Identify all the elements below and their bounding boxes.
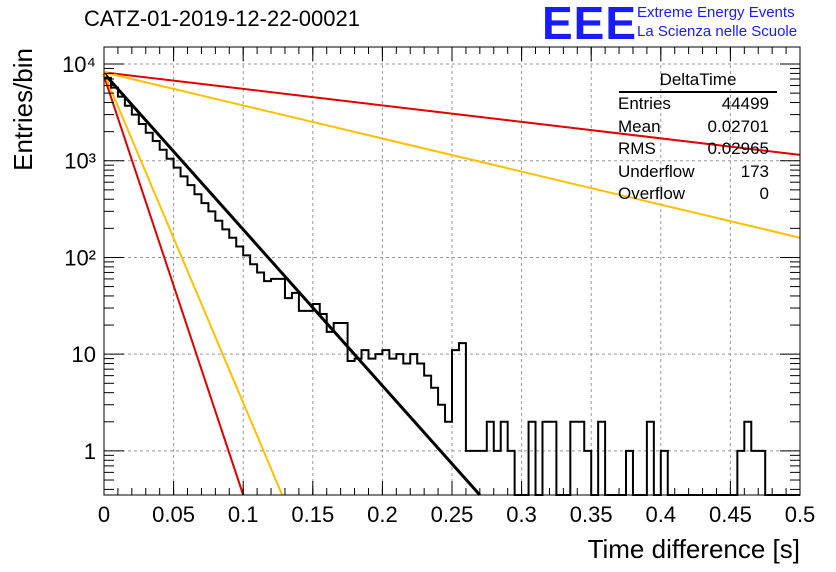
y-tick-label: 10² xyxy=(64,245,96,270)
x-tick-label: 0 xyxy=(98,502,110,527)
stats-row-underflow: Underflow 173 xyxy=(611,161,779,184)
chart-title: CATZ-01-2019-12-22-00021 xyxy=(84,6,360,31)
stats-value: 0 xyxy=(759,184,769,203)
x-tick-label: 0.5 xyxy=(785,502,816,527)
x-tick-label: 0.45 xyxy=(709,502,752,527)
histogram-outline xyxy=(104,76,800,496)
x-tick-label: 0.1 xyxy=(228,502,259,527)
x-tick-label: 0.25 xyxy=(431,502,474,527)
fit-lines xyxy=(102,71,801,496)
y-tick-label: 10³ xyxy=(64,149,96,174)
fit-line xyxy=(103,73,284,496)
eee-logo: EEE xyxy=(542,0,638,49)
axis-ticks xyxy=(103,47,801,495)
fit-line xyxy=(103,71,801,239)
fit-line xyxy=(103,75,245,496)
stats-label: Mean xyxy=(618,116,661,136)
stats-value: 0.02701 xyxy=(707,116,769,136)
stats-label: Underflow xyxy=(618,161,695,181)
y-tick-label: 10 xyxy=(72,342,96,367)
stats-label: RMS xyxy=(618,139,656,158)
stats-row-entries: Entries 44499 xyxy=(611,93,779,116)
stats-row-overflow: Overflow 0 xyxy=(611,183,779,206)
y-axis-label: Entries/bin xyxy=(8,48,38,171)
stats-title: DeltaTime xyxy=(619,70,777,93)
stats-value: 44499 xyxy=(721,94,769,113)
stats-label: Entries xyxy=(618,94,671,113)
x-tick-label: 0.05 xyxy=(152,502,195,527)
x-tick-label: 0.15 xyxy=(291,502,334,527)
x-tick-label: 0.2 xyxy=(367,502,398,527)
stats-row-mean: Mean 0.02701 xyxy=(611,116,779,139)
y-tick-label: 1 xyxy=(84,439,96,464)
histogram xyxy=(104,76,800,496)
tick-labels: 0 0.05 0.1 0.15 0.2 0.25 0.3 0.35 0.4 0.45 0.5 1 10 1… xyxy=(62,52,815,527)
x-tick-label: 0.35 xyxy=(570,502,613,527)
logo-caption-line1: Extreme Energy Events xyxy=(637,4,795,21)
x-tick-label: 0.3 xyxy=(506,502,537,527)
stats-value: 173 xyxy=(740,161,769,181)
fit-line xyxy=(103,71,801,156)
stats-box: DeltaTime Entries 44499 Mean 0.02701 RMS… xyxy=(611,70,779,206)
x-axis-label: Time difference [s] xyxy=(588,534,800,564)
stats-row-rms: RMS 0.02965 xyxy=(611,138,779,161)
fit-line xyxy=(102,72,481,496)
stats-value: 0.02965 xyxy=(707,139,769,158)
logo-caption-line2: La Scienza nelle Scuole xyxy=(637,23,798,40)
y-tick-label: 10⁴ xyxy=(62,52,96,77)
logo-caption: Extreme Energy Events La Scienza nelle S… xyxy=(637,3,797,41)
x-tick-label: 0.4 xyxy=(646,502,677,527)
stats-label: Overflow xyxy=(618,184,686,203)
